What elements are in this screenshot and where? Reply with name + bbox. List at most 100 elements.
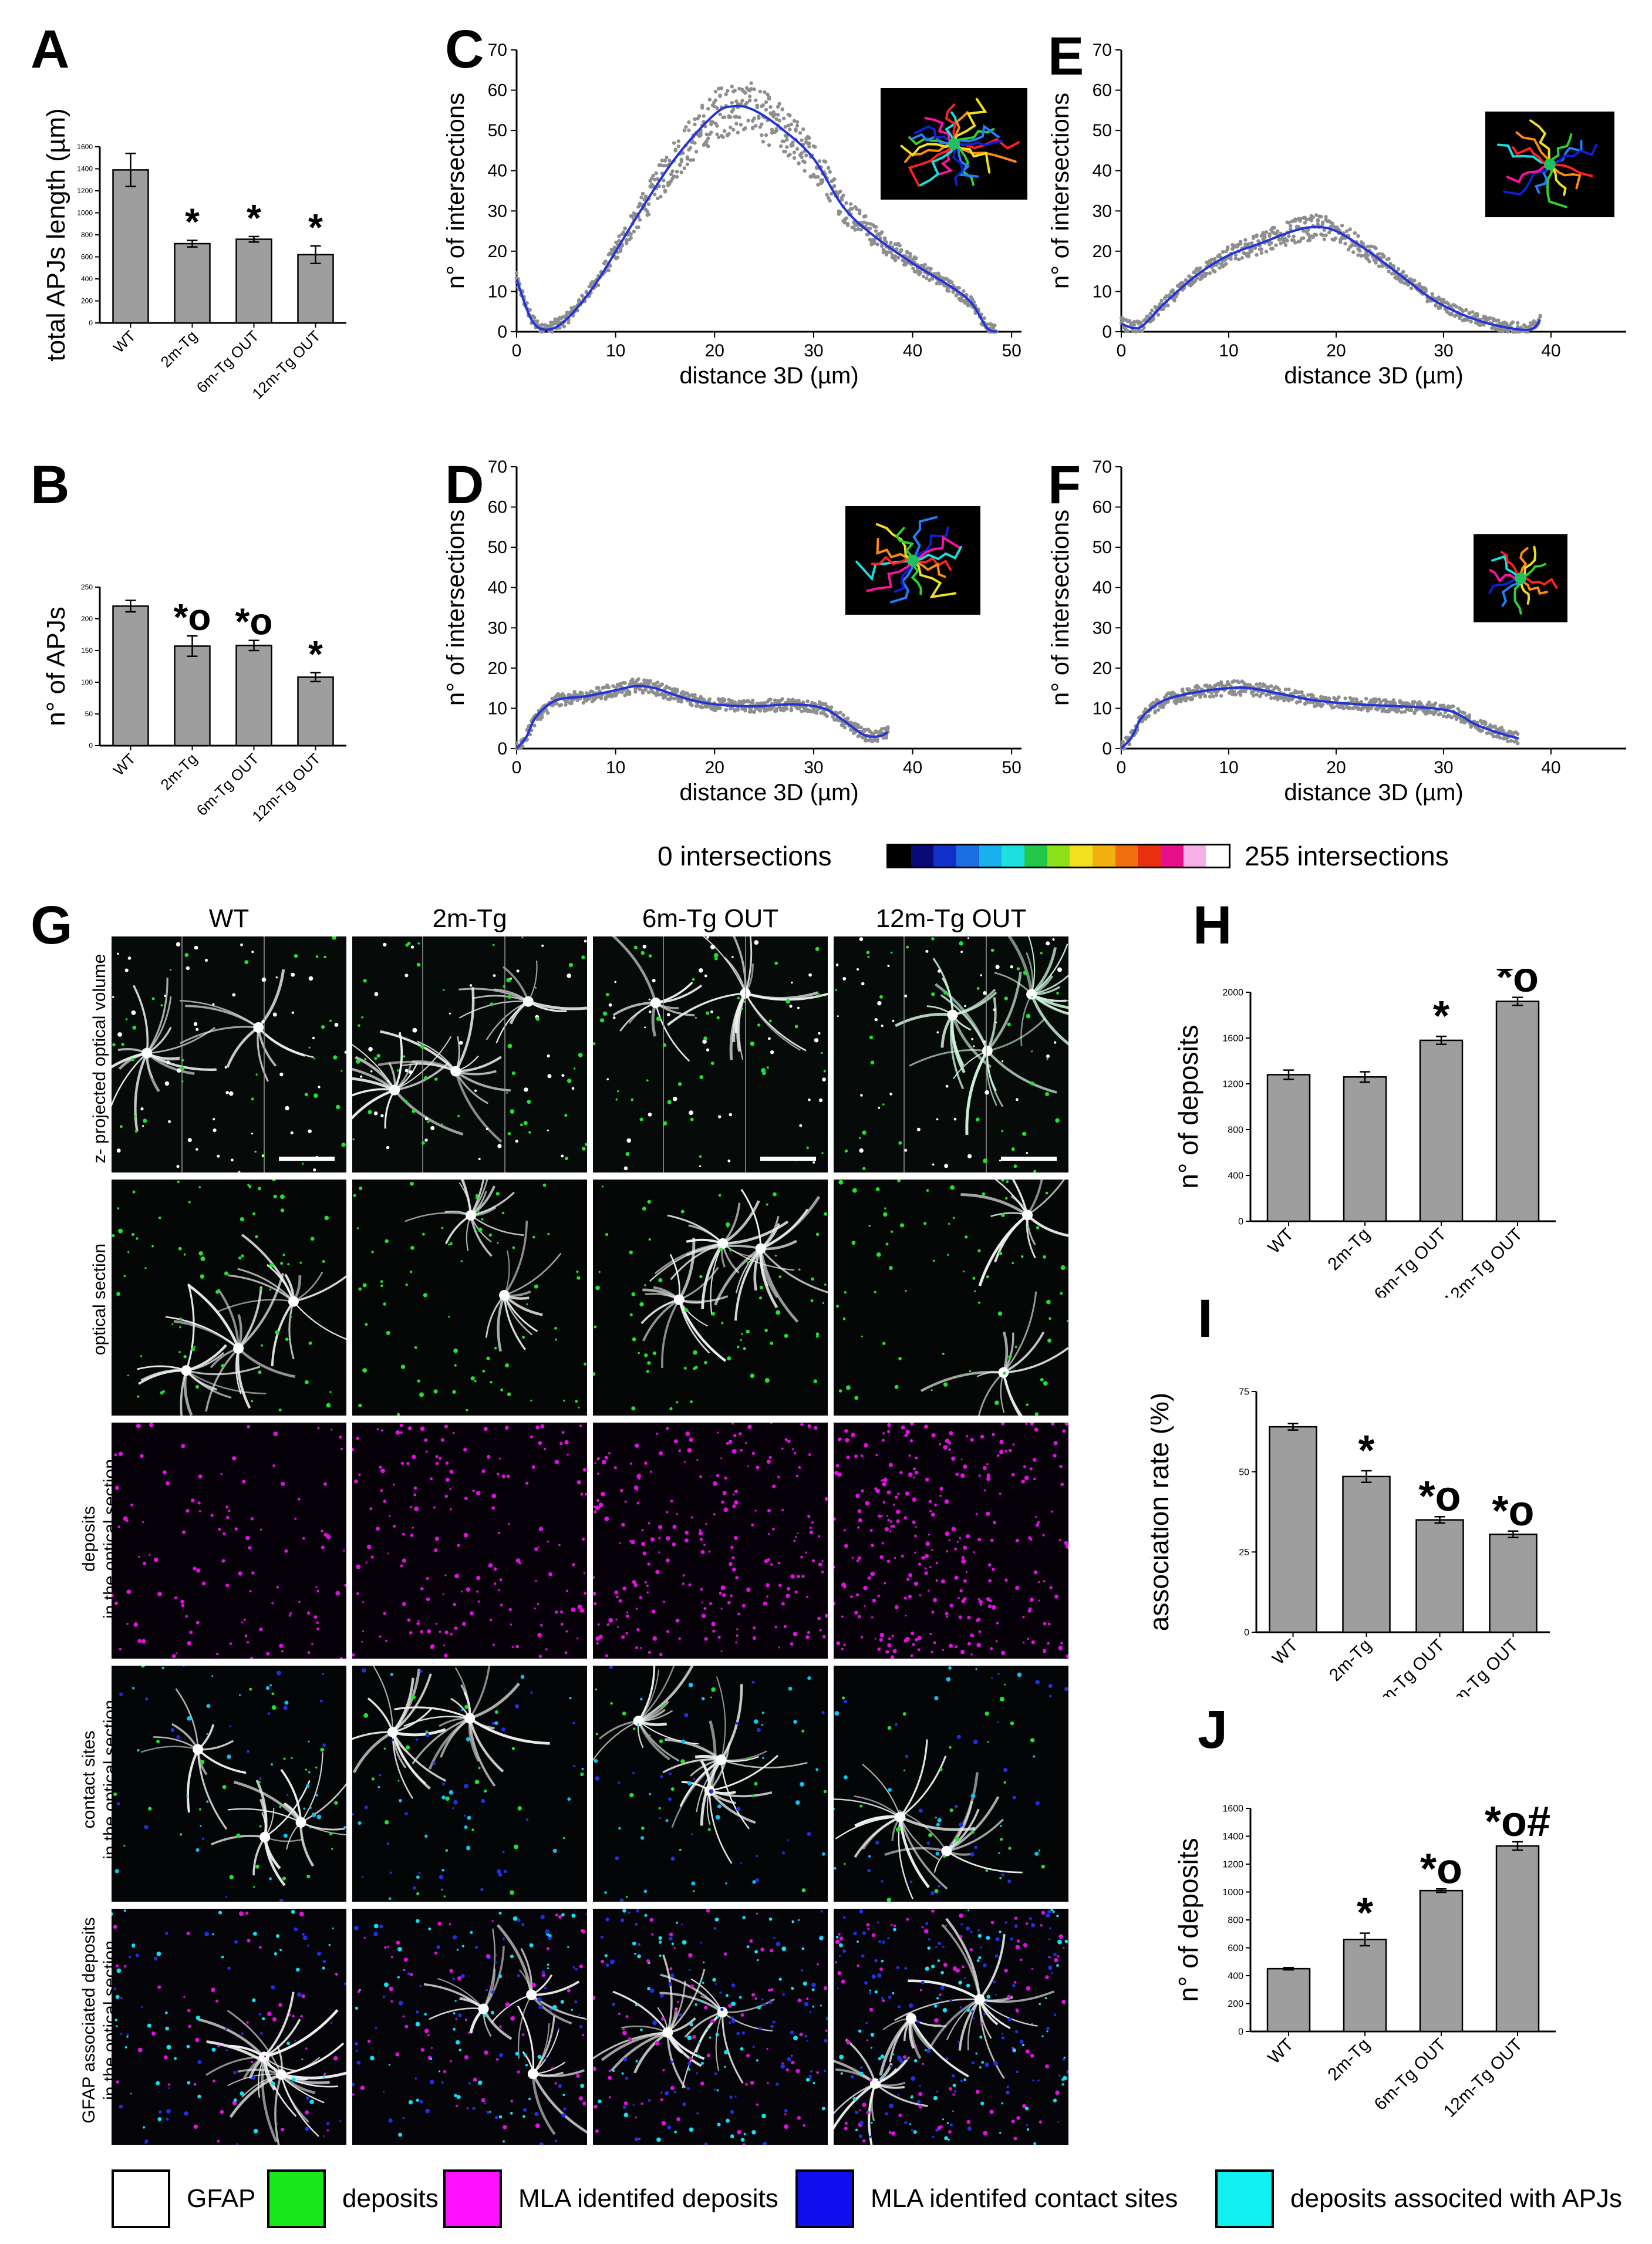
deposit-dot (531, 1465, 535, 1469)
gfap-process (702, 936, 746, 994)
deposit-dot (884, 1207, 886, 1209)
deposit-dot (453, 1348, 458, 1353)
deposit-dot (1024, 1475, 1029, 1481)
deposit-dot (508, 1523, 510, 1525)
deposit-dot (583, 1572, 586, 1575)
deposit-dot (807, 1630, 811, 1635)
deposit-dot (153, 1557, 159, 1562)
deposit-dot (756, 1465, 760, 1470)
deposit-dot (799, 1124, 803, 1127)
deposit-dot (667, 1013, 670, 1016)
deposit-dot (993, 1521, 997, 1525)
deposit-dot (362, 1601, 365, 1603)
data-point (1314, 213, 1319, 217)
bar (1419, 1039, 1464, 1222)
deposit-dot (506, 1091, 508, 1094)
data-point (1506, 739, 1510, 744)
data-point (1127, 742, 1131, 746)
deposit-dot (217, 1154, 220, 1158)
deposit-dot (567, 973, 571, 978)
deposit-dot (649, 1010, 652, 1013)
data-point (795, 147, 800, 151)
deposit-dot (730, 1594, 733, 1598)
deposit-dot (975, 1619, 979, 1622)
deposit-dot (211, 1675, 214, 1677)
data-point (1156, 707, 1161, 712)
deposit-dot (940, 1579, 946, 1583)
deposit-dot (181, 1059, 184, 1062)
deposit-dot (720, 1457, 723, 1460)
deposit-dot (410, 1246, 414, 1250)
data-point (755, 105, 759, 109)
deposit-dot (213, 1128, 217, 1133)
y-tick-label: 1600 (1222, 1804, 1243, 1814)
y-tick-label: 25 (1239, 1548, 1249, 1558)
deposit-dot (926, 1189, 929, 1192)
data-point (700, 103, 704, 107)
deposit-dot (535, 1017, 540, 1021)
deposit-dot (604, 1455, 608, 1460)
data-point (1153, 709, 1157, 713)
deposit-dot (814, 1038, 819, 1043)
gfap-process (686, 1238, 723, 1245)
deposit-dot (356, 1437, 360, 1440)
gfap-process (909, 1049, 988, 1067)
deposit-dot (879, 1555, 884, 1559)
deposit-dot (164, 995, 167, 997)
reconstruction-branch (953, 127, 995, 145)
deposit-dot (189, 1630, 193, 1635)
deposit-dot (673, 1096, 677, 1101)
data-point (561, 315, 565, 319)
deposit-dot (1015, 1538, 1019, 1543)
data-point (1361, 241, 1365, 246)
deposit-dot (858, 1137, 861, 1140)
deposit-dot (291, 1011, 294, 1014)
deposit-dot (417, 1619, 420, 1622)
deposit-dot (684, 1538, 689, 1543)
micrograph-cell (352, 1180, 587, 1416)
deposit-dot (639, 1117, 643, 1121)
data-point (1269, 241, 1273, 245)
deposit-dot (666, 1630, 670, 1633)
deposit-dot (890, 1655, 895, 1659)
deposit-dot (915, 1526, 917, 1528)
gfap-process (1031, 993, 1068, 1015)
deposit-dot (464, 1497, 468, 1501)
deposit-dot (457, 1114, 460, 1118)
data-point (555, 702, 559, 706)
micrograph-image (352, 936, 587, 1172)
data-point (540, 715, 544, 720)
micrograph-cell (352, 1423, 587, 1659)
deposit-dot (910, 1654, 913, 1657)
data-point (631, 678, 635, 682)
deposit-dot (734, 1500, 739, 1505)
data-point (746, 119, 750, 123)
deposit-dot (890, 951, 893, 954)
deposit-dot (463, 1532, 468, 1538)
gfap-process (497, 1295, 506, 1352)
deposit-dot (797, 1006, 800, 1009)
deposit-dot (117, 952, 119, 955)
deposit-dot (1060, 1265, 1066, 1270)
deposit-dot (620, 1489, 623, 1492)
deposit-dot (112, 1043, 116, 1047)
row5-line1: GFAP associated deposits (79, 1917, 99, 2124)
deposit-dot (187, 1138, 192, 1143)
y-tick-label: 0 (89, 319, 93, 327)
deposit-dot (440, 1438, 444, 1442)
deposit-dot (555, 1610, 558, 1614)
deposit-dot (530, 1399, 532, 1401)
deposit-dot (1003, 1372, 1006, 1375)
data-point (736, 707, 740, 712)
deposit-dot (905, 1491, 909, 1495)
deposit-dot (166, 1481, 170, 1485)
micrograph-cell (112, 1666, 346, 1902)
deposit-dot (380, 1284, 383, 1288)
gfap-process (293, 1300, 346, 1340)
deposit-dot (868, 1225, 871, 1227)
deposit-dot (561, 1431, 565, 1434)
deposit-dot (838, 1389, 842, 1393)
data-point (688, 146, 693, 150)
deposit-dot (1049, 1586, 1053, 1589)
reconstruction-branch (1515, 131, 1551, 166)
